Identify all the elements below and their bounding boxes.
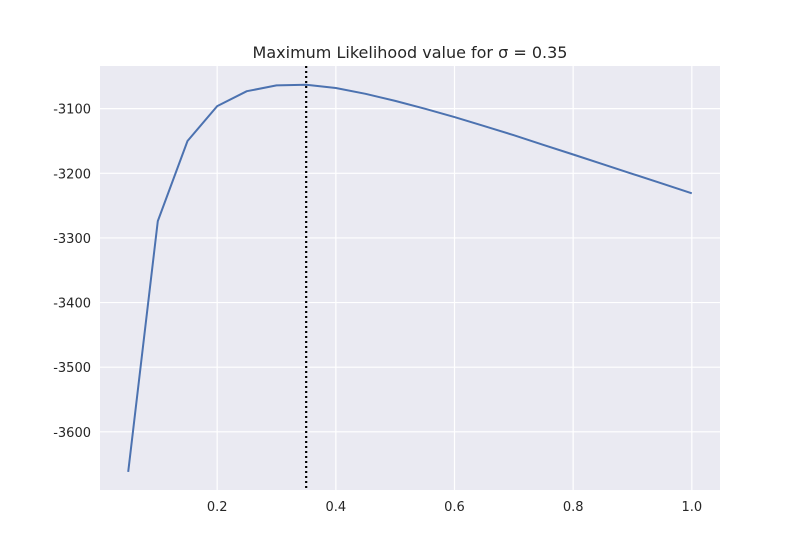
series-layer: [127, 83, 693, 473]
y-tick-label: -3500: [53, 361, 91, 376]
x-tick-label: 0.2: [207, 500, 228, 515]
y-tick-label: -3300: [53, 232, 91, 247]
y-tick-label: -3400: [53, 297, 91, 312]
x-axis-ticks: 0.2 0.4 0.6 0.8 1.0: [207, 500, 702, 515]
y-tick-label: -3200: [53, 167, 91, 182]
grid: [100, 66, 720, 490]
y-axis-ticks: -3600 -3500 -3400 -3300 -3200 -3100: [53, 103, 91, 441]
series-line: [127, 83, 693, 473]
x-tick-label: 1.0: [681, 500, 702, 515]
y-tick-label: -3600: [53, 426, 91, 441]
x-tick-label: 0.8: [563, 500, 584, 515]
chart-title: Maximum Likelihood value for σ = 0.35: [253, 43, 568, 62]
plot-area: [100, 66, 720, 490]
y-tick-label: -3100: [53, 103, 91, 118]
x-tick-label: 0.4: [325, 500, 346, 515]
x-tick-label: 0.6: [444, 500, 465, 515]
